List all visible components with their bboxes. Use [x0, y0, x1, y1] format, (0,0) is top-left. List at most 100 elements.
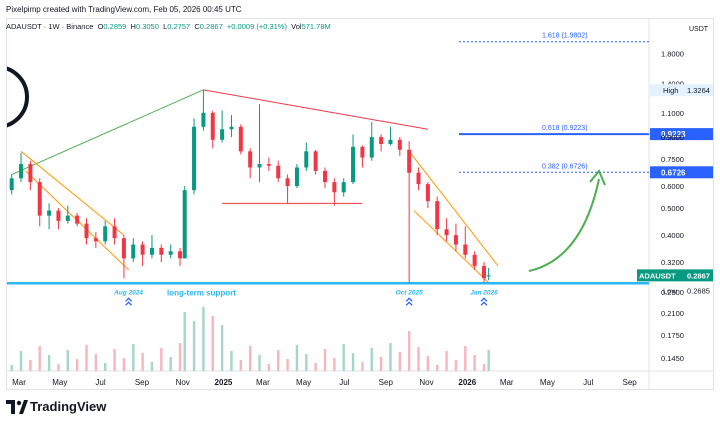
low-label: Low [663, 286, 677, 295]
candle-body [351, 146, 356, 183]
last-symbol: ADAUSDT [639, 271, 676, 280]
volume-bar [379, 357, 383, 371]
volume-bar [85, 345, 88, 371]
price-tick-label: 0.1450 [661, 354, 684, 363]
candle-body [220, 129, 225, 140]
high-value: 0.3050 [135, 22, 159, 31]
price-chart[interactable]: 1.618 (1.9802) 0.618 (0.9223) 0.9223 0.382 … [7, 19, 714, 390]
price-tick-label: 0.7500 [661, 155, 684, 164]
attribution-bar: Pixelpimp created with TradingView.com, … [0, 0, 720, 18]
volume-bar [113, 349, 116, 371]
support-label: long-term support [167, 288, 236, 297]
price-axis-unit: USDT [689, 26, 709, 33]
price-tick-label: 1.4000 [661, 80, 684, 89]
candle-body [149, 247, 154, 255]
candle-body [103, 226, 108, 242]
candle-body [210, 112, 215, 140]
time-tick-label: Mar [12, 378, 26, 387]
candle-body [238, 126, 243, 152]
volume-bar [436, 365, 439, 371]
time-tick-label: Mar [500, 378, 514, 387]
price-axis-background [649, 19, 713, 389]
projection-arrow [528, 178, 600, 272]
fib_0382-label: 0.382 (0.6726) [542, 163, 588, 170]
volume-bar [122, 358, 126, 371]
chart-frame[interactable]: 1.618 (1.9802) 0.618 (0.9223) 0.9223 0.382 … [6, 18, 714, 390]
candle-body [397, 139, 402, 150]
volume-bar [169, 357, 172, 371]
candle-body [285, 178, 290, 187]
close-value: 0.2867 [199, 22, 223, 31]
tradingview-brand: TradingView [30, 399, 107, 414]
candle-body [9, 178, 14, 191]
volume-label: Vol [291, 22, 302, 31]
candle-body [472, 254, 477, 266]
volume-bar [141, 353, 144, 371]
price-tick-label: 0.1750 [661, 331, 684, 340]
candle-body [444, 229, 449, 236]
fib_0382-axis-value: 0.6726 [661, 168, 686, 177]
last-value: 0.2867 [687, 271, 710, 280]
candle-body [65, 215, 70, 221]
time-tick-label: Jul [95, 378, 105, 387]
time-tick-label: Nov [176, 378, 190, 387]
volume-bar [487, 350, 490, 371]
volume-bar [445, 351, 448, 371]
volume-bar [398, 352, 402, 371]
candle-body [332, 182, 337, 193]
time-tick-label: 2026 [458, 378, 476, 387]
candle-body [266, 164, 271, 166]
candle-body [168, 251, 173, 255]
fib_0382-axis-tag [650, 166, 713, 179]
volume-bar [57, 364, 60, 371]
candle-body [407, 149, 412, 173]
time-tick-label: Nov [419, 378, 433, 387]
candle-body [56, 210, 61, 221]
candle-body [453, 235, 458, 245]
volume-bar [323, 349, 327, 371]
candle-body [121, 238, 126, 259]
candle-body [28, 164, 33, 183]
candle-body [140, 244, 145, 255]
candle-body [313, 151, 318, 171]
change-value: +0.0009 (+0.31%) [226, 22, 287, 31]
wedge-1-upper-line [20, 150, 125, 236]
footer: TradingView [0, 390, 720, 424]
volume-bar [178, 343, 182, 371]
time-tick-label: May [296, 378, 311, 387]
candle-body [341, 182, 346, 193]
time-tick-label: Jul [339, 378, 349, 387]
candle-body [294, 167, 299, 187]
price-tick-label: 0.9000 [661, 133, 684, 142]
high-tag [650, 84, 713, 97]
volume-bar [389, 343, 392, 371]
volume-bar [132, 344, 135, 371]
volume-bar [29, 360, 32, 371]
price-tick-label: 1.1000 [661, 109, 684, 118]
close-label: C [194, 22, 200, 31]
volume-bar [314, 363, 317, 371]
candle-body [229, 126, 234, 130]
last-price-tag [637, 269, 713, 282]
price-tick-label: 0.2500 [661, 288, 684, 297]
time-tick-label: May [540, 378, 555, 387]
volume-bar [295, 345, 299, 371]
volume-bar [19, 351, 23, 371]
volume-value: 571.78M [301, 22, 331, 31]
high-value: 1.3264 [687, 86, 710, 95]
high-label: High [663, 86, 678, 95]
candle-body [112, 226, 117, 239]
price-tick-label: 0.4000 [661, 231, 684, 240]
double-chevron-up-icon [125, 297, 133, 306]
symbol-name[interactable]: ADAUSDT · 1W · Binance [6, 22, 94, 31]
fib_0618-axis-value: 0.9223 [661, 130, 686, 139]
volume-bar [370, 348, 373, 371]
candle-body [201, 112, 206, 127]
volume-bar [277, 350, 280, 371]
wedge-2-upper-line [408, 151, 499, 267]
time-tick-label: Jul [583, 378, 593, 387]
volume-bar [426, 356, 430, 371]
time-tick-label: 2025 [215, 378, 233, 387]
candle-body [304, 151, 309, 168]
candle-body [322, 170, 327, 183]
